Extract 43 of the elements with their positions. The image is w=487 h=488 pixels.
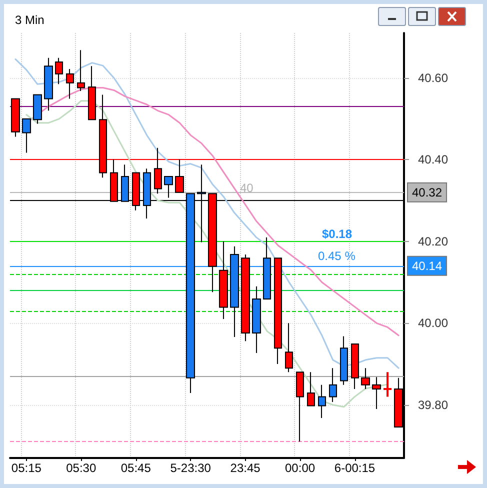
candlestick bbox=[329, 368, 337, 403]
x-tick-label: 6-00:15 bbox=[334, 461, 376, 475]
ref-line-label: 40.32 bbox=[412, 185, 442, 200]
candlestick bbox=[241, 254, 250, 342]
candlestick bbox=[296, 372, 304, 442]
candlestick bbox=[219, 240, 228, 320]
candlestick bbox=[372, 376, 381, 410]
candlestick bbox=[33, 94, 42, 124]
candlestick bbox=[230, 246, 239, 338]
line-series bbox=[14, 58, 400, 369]
candlestick bbox=[340, 336, 348, 386]
candlestick bbox=[307, 372, 315, 406]
chart-title: 3 Min bbox=[15, 13, 44, 27]
y-tick-label: 40.20 bbox=[418, 234, 448, 248]
y-tick-label: 39.80 bbox=[418, 398, 448, 412]
x-tick-label: 00:00 bbox=[285, 461, 316, 475]
x-tick-label: 5-23:30 bbox=[170, 461, 212, 475]
candlestick bbox=[285, 322, 293, 373]
ref-line-label: 40.14 bbox=[412, 258, 442, 273]
x-tick-label: 23:45 bbox=[230, 461, 261, 475]
candlestick bbox=[164, 176, 173, 198]
candlestick bbox=[351, 343, 359, 390]
annotation: $0.18 bbox=[322, 227, 352, 241]
x-tick-label: 05:15 bbox=[11, 461, 42, 475]
candlestick bbox=[318, 384, 326, 418]
candlestick bbox=[22, 118, 31, 154]
candlestick bbox=[252, 286, 261, 354]
candlestick bbox=[88, 66, 96, 120]
candlestick bbox=[66, 68, 74, 100]
y-tick-label: 40.60 bbox=[418, 70, 448, 85]
candlestick bbox=[77, 50, 85, 92]
candlestick bbox=[11, 98, 20, 138]
candlestick bbox=[361, 368, 370, 390]
y-tick-label: 40.00 bbox=[418, 316, 448, 330]
candlestick bbox=[44, 57, 53, 112]
candlestick bbox=[55, 57, 63, 85]
x-tick-label: 05:30 bbox=[66, 461, 96, 475]
y-tick-label: 40.40 bbox=[418, 152, 448, 167]
annotation: 0.45 % bbox=[318, 249, 356, 263]
annotation: 40 bbox=[240, 181, 254, 195]
candlestick bbox=[263, 236, 271, 300]
x-tick-label: 05:45 bbox=[120, 461, 152, 475]
candlestick bbox=[274, 258, 282, 365]
